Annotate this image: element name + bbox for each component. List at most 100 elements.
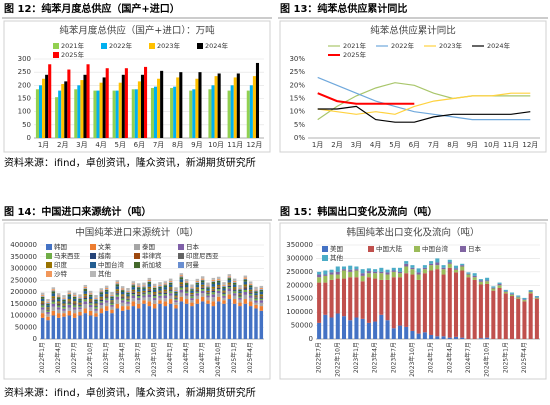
bar-segment xyxy=(254,290,258,292)
bar-segment xyxy=(62,297,66,299)
y-tick-label: 100000 xyxy=(286,308,313,316)
bar-segment xyxy=(397,325,403,339)
bar-segment xyxy=(67,300,72,302)
bar-segment xyxy=(200,286,205,288)
bar-segment xyxy=(110,292,114,295)
bar-segment xyxy=(190,298,194,301)
bar-segment xyxy=(67,294,72,297)
legend-swatch xyxy=(46,262,52,268)
legend-swatch xyxy=(46,253,52,259)
bar-segment xyxy=(216,284,221,287)
bar-segment xyxy=(206,288,210,291)
bar-segment xyxy=(534,297,539,298)
bar-segment xyxy=(341,269,347,271)
bar-segment xyxy=(200,287,205,288)
bar-segment xyxy=(168,284,173,288)
bar-segment xyxy=(216,280,221,283)
bar-segment xyxy=(110,304,114,307)
bar-segment xyxy=(472,273,477,276)
bar-segment xyxy=(195,293,200,296)
bar-segment xyxy=(51,299,56,301)
bar-segment xyxy=(104,297,109,299)
bar-segment xyxy=(126,294,130,297)
bar-segment xyxy=(534,297,539,299)
bar-segment xyxy=(466,274,471,278)
bar-segment xyxy=(40,296,45,299)
bar-segment xyxy=(152,296,157,298)
bar-segment xyxy=(259,295,264,297)
bar-segment xyxy=(136,295,141,298)
bar-segment xyxy=(259,285,264,289)
bar-segment xyxy=(40,317,45,339)
x-tick-label: 2025年4月 xyxy=(246,342,254,373)
bar-segment xyxy=(142,292,146,293)
bar-segment xyxy=(67,296,72,300)
bar-segment xyxy=(447,259,452,263)
bar-segment xyxy=(120,300,125,303)
bar-segment xyxy=(317,277,322,283)
bar-segment xyxy=(243,275,248,278)
bar-segment xyxy=(51,287,56,290)
bar-segment xyxy=(323,274,328,276)
bar-segment xyxy=(232,278,237,281)
bar-segment xyxy=(94,306,98,309)
bar-segment xyxy=(72,304,77,306)
bar-segment xyxy=(110,309,114,314)
bar-segment xyxy=(163,301,168,307)
bar-segment xyxy=(56,301,61,303)
bar-segment xyxy=(83,291,88,294)
bar-segment xyxy=(248,285,253,288)
bar-segment xyxy=(200,293,205,297)
bar-segment xyxy=(243,281,248,285)
x-tick-label: 4月 xyxy=(370,141,381,149)
bar-segment xyxy=(67,292,72,294)
bar-segment xyxy=(354,317,359,339)
bar-segment xyxy=(441,265,446,268)
bar-segment xyxy=(46,308,50,310)
bar-segment xyxy=(329,272,334,275)
bar-segment xyxy=(211,289,216,291)
bar-segment xyxy=(195,287,200,289)
bar-segment xyxy=(40,313,45,318)
y-tick-label: 150 xyxy=(18,95,31,103)
bar xyxy=(217,73,221,138)
bar-segment xyxy=(429,261,434,264)
bar-segment xyxy=(136,286,141,288)
bar-segment xyxy=(206,303,210,339)
bar-segment xyxy=(56,309,61,314)
legend-swatch xyxy=(178,253,184,259)
bar-segment xyxy=(222,286,226,289)
bar-segment xyxy=(147,297,152,302)
bar-segment xyxy=(56,302,61,304)
x-tick-label: 9月 xyxy=(191,141,202,149)
bar-segment xyxy=(195,290,200,292)
bar-segment xyxy=(179,301,184,339)
bar-segment xyxy=(259,288,264,290)
bar-segment xyxy=(354,266,359,270)
bar xyxy=(208,89,212,138)
bar-segment xyxy=(248,295,253,298)
bar-segment xyxy=(158,297,162,301)
bar-segment xyxy=(78,309,82,312)
bar-segment xyxy=(147,306,152,339)
bar-segment xyxy=(110,300,114,302)
chart-frame xyxy=(3,222,271,380)
bar-segment xyxy=(441,274,446,337)
bar-segment xyxy=(147,281,152,282)
bar xyxy=(74,89,78,138)
legend-swatch xyxy=(368,246,374,252)
x-tick-label: 2022年1月 xyxy=(38,342,46,373)
bar-segment xyxy=(485,280,490,282)
bar-segment xyxy=(227,278,232,281)
bar-segment xyxy=(216,293,221,297)
bar-segment xyxy=(131,281,136,284)
bar-segment xyxy=(94,308,98,311)
bar-segment xyxy=(222,288,226,291)
bar-segment xyxy=(115,286,120,290)
bar-segment xyxy=(227,280,232,283)
bar-segment xyxy=(397,273,403,278)
bar-segment xyxy=(67,303,72,305)
bar-segment xyxy=(104,296,109,298)
bar-segment xyxy=(115,293,120,295)
bar-segment xyxy=(216,288,221,290)
